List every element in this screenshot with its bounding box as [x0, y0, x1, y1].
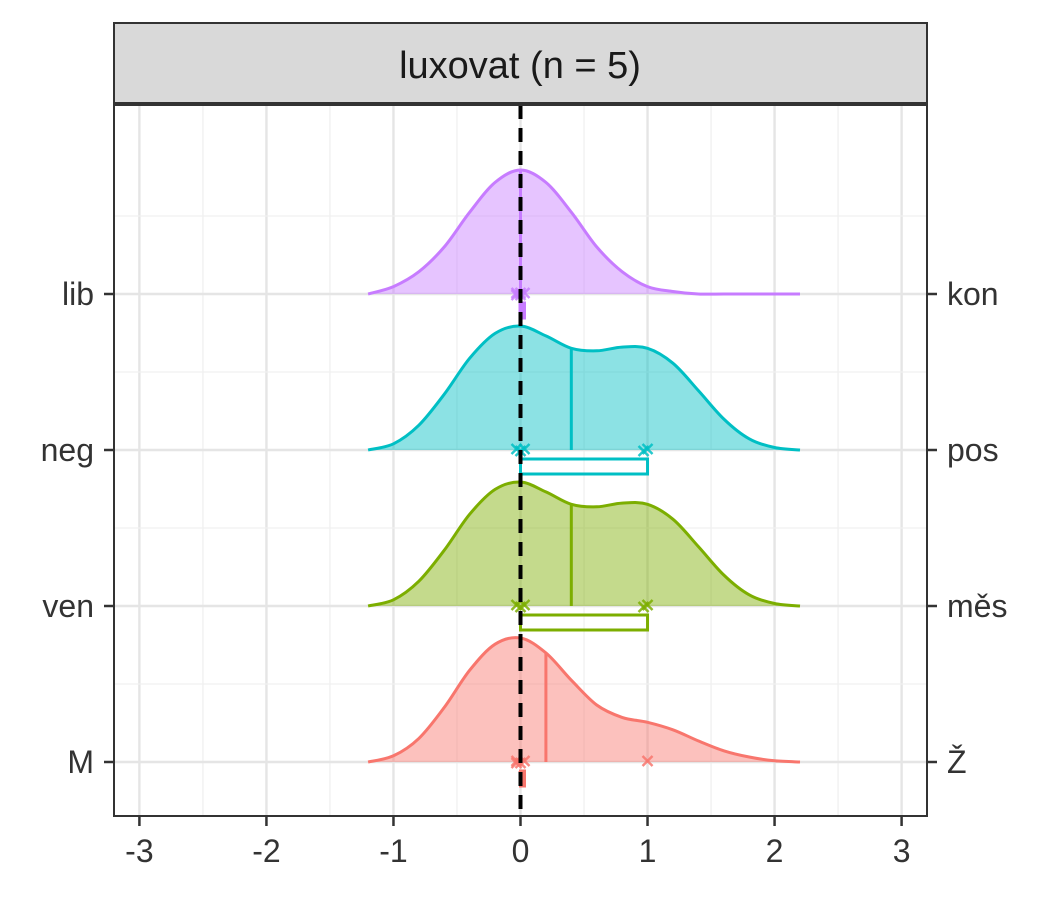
strip-background: [113, 22, 928, 104]
y-tick-label-right: pos: [947, 432, 999, 468]
y-axis-left: lib neg ven M: [41, 276, 114, 780]
data-point: [641, 755, 654, 767]
chart-title: luxovat (n = 5): [399, 45, 641, 87]
ridge-neg: [367, 324, 801, 476]
x-axis: -3 -2 -1 0 1 2 3: [125, 816, 910, 869]
y-axis-right: kon pos měs Ž: [927, 276, 1007, 780]
data-point-stroke: [641, 443, 654, 455]
y-tick-label-left: ven: [42, 588, 94, 624]
y-tick-label-left: neg: [41, 432, 94, 468]
y-tick-label-right: měs: [947, 588, 1007, 624]
density-line: [367, 168, 800, 296]
density-line: [367, 636, 801, 764]
y-tick-label-left: lib: [62, 276, 94, 312]
density-area: [368, 637, 800, 762]
ridge-M: [367, 636, 801, 788]
y-tick-label-right: Ž: [947, 744, 967, 780]
x-tick-label: -1: [379, 833, 407, 869]
iqr-box: [519, 457, 650, 476]
data-point-stroke: [641, 599, 654, 611]
data-point-stroke: [518, 755, 531, 767]
density-line: [367, 480, 801, 608]
y-tick-label-right: kon: [947, 276, 999, 312]
ridge-ven: [367, 480, 801, 632]
iqr-box-collapsed: [518, 303, 524, 318]
x-tick-label: 3: [893, 833, 911, 869]
x-tick-label: -3: [125, 833, 153, 869]
x-tick-label: 0: [512, 833, 530, 869]
density-area: [368, 325, 800, 450]
data-point: [641, 443, 654, 455]
data-point-stroke: [641, 755, 654, 767]
density-line: [367, 324, 801, 452]
x-tick-label: -2: [252, 833, 280, 869]
y-tick-label-left: M: [67, 744, 94, 780]
density-area: [368, 481, 800, 606]
x-tick-label: 1: [639, 833, 657, 869]
data-point-stroke: [518, 599, 531, 611]
data-point: [641, 599, 654, 611]
ridges: [367, 168, 801, 788]
x-tick-label: 2: [766, 833, 784, 869]
